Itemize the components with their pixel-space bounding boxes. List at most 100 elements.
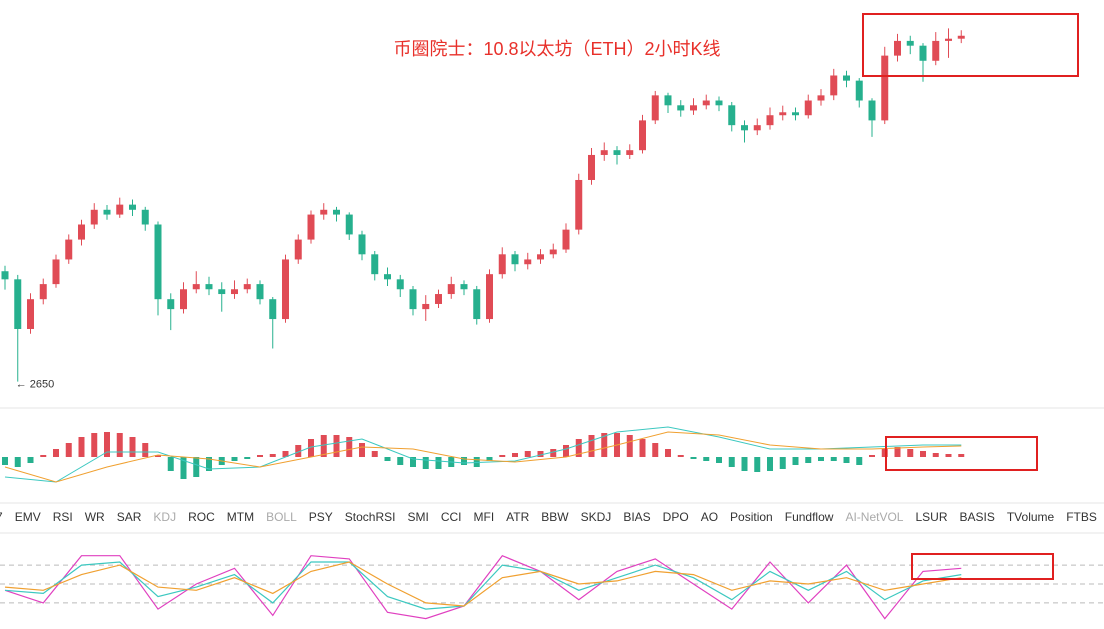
histogram-bar bbox=[958, 454, 965, 457]
candle-body bbox=[154, 224, 162, 300]
histogram-bar bbox=[524, 451, 531, 457]
indicator-tab[interactable]: MFI bbox=[474, 510, 495, 524]
histogram-bar bbox=[295, 445, 302, 457]
candle-body bbox=[945, 38, 952, 41]
indicator-tab[interactable]: BIAS bbox=[623, 510, 650, 524]
candle-body bbox=[39, 284, 47, 300]
candle-body bbox=[537, 254, 544, 260]
candle-body bbox=[868, 100, 876, 121]
histogram-bar bbox=[588, 435, 595, 457]
candle-body bbox=[14, 279, 22, 329]
candle-body bbox=[307, 214, 315, 240]
candle-body bbox=[702, 100, 710, 106]
histogram-bar bbox=[894, 447, 901, 457]
low-annotation: ← 2650 bbox=[16, 379, 55, 391]
indicator-tab[interactable]: MTM bbox=[227, 510, 254, 524]
indicator-tab[interactable]: AO bbox=[701, 510, 718, 524]
candle-body bbox=[715, 100, 723, 106]
indicator-tab[interactable]: RSI bbox=[53, 510, 73, 524]
indicator-tab[interactable]: SKDJ bbox=[581, 510, 612, 524]
indicator-tab[interactable]: LSUR bbox=[915, 510, 947, 524]
histogram-bar bbox=[2, 457, 8, 465]
indicator-tab[interactable]: BASIS bbox=[959, 510, 994, 524]
indicator-tab[interactable]: SMI bbox=[407, 510, 428, 524]
histogram-bar bbox=[818, 457, 824, 461]
indicator-tab[interactable]: BBW bbox=[541, 510, 569, 524]
candle-body bbox=[855, 80, 863, 101]
candle-body bbox=[511, 254, 519, 265]
histogram-bar bbox=[792, 457, 799, 465]
indicator-tab[interactable]: StochRSI bbox=[345, 510, 396, 524]
indicator-tab[interactable]: ROC bbox=[188, 510, 215, 524]
histogram-bar bbox=[639, 439, 646, 457]
histogram-bar bbox=[193, 457, 200, 477]
candle-body bbox=[639, 120, 646, 151]
indicator-tab[interactable]: Fundflow bbox=[785, 510, 834, 524]
candle-body bbox=[728, 105, 736, 126]
histogram-bar bbox=[754, 457, 761, 472]
histogram-bar bbox=[665, 449, 671, 457]
histogram-bar bbox=[575, 439, 582, 457]
indicator-line bbox=[4, 561, 962, 610]
candle-body bbox=[894, 40, 901, 56]
candle-body bbox=[141, 209, 149, 225]
candle-body bbox=[881, 55, 889, 121]
histogram-bar bbox=[830, 457, 837, 461]
candle-body bbox=[78, 224, 85, 240]
candle-body bbox=[205, 284, 213, 290]
indicator-tab[interactable]: SAR bbox=[117, 510, 142, 524]
indicator-tab[interactable]: FTBS bbox=[1066, 510, 1097, 524]
histogram-bar bbox=[397, 457, 404, 465]
candle-body bbox=[447, 284, 455, 295]
histogram-bar bbox=[869, 455, 875, 457]
histogram-bar bbox=[333, 435, 340, 457]
candle-body bbox=[27, 299, 34, 329]
candle-body bbox=[664, 95, 672, 106]
candle-body bbox=[613, 150, 621, 155]
histogram-bar bbox=[690, 457, 697, 459]
candle-body bbox=[282, 259, 289, 320]
indicator-tab[interactable]: AI-NetVOL bbox=[845, 510, 903, 524]
histogram-bar bbox=[244, 457, 251, 459]
indicator-tab[interactable]: DPO bbox=[663, 510, 689, 524]
indicator-tab[interactable]: KDJ bbox=[153, 510, 176, 524]
candle-body bbox=[358, 234, 366, 255]
candle-body bbox=[830, 75, 838, 96]
histogram-bar bbox=[945, 454, 952, 457]
histogram-bar bbox=[767, 457, 773, 471]
histogram-bar bbox=[78, 437, 85, 457]
candle-body bbox=[243, 284, 251, 290]
candle-body bbox=[269, 299, 277, 320]
candle-body bbox=[333, 209, 340, 215]
indicator-tab[interactable]: Position bbox=[730, 510, 773, 524]
indicator-line bbox=[4, 431, 962, 483]
indicator-line bbox=[4, 554, 962, 620]
highlight-box bbox=[885, 436, 1038, 471]
indicator-tab[interactable]: CCI bbox=[441, 510, 462, 524]
candle-body bbox=[167, 299, 175, 310]
candle-body bbox=[906, 40, 914, 46]
indicator-tab[interactable]: EMV bbox=[15, 510, 41, 524]
indicator-tab[interactable]: 7 bbox=[0, 510, 3, 524]
histogram-bar bbox=[14, 457, 21, 467]
candle-body bbox=[371, 254, 379, 275]
indicator-tab[interactable]: PSY bbox=[309, 510, 333, 524]
histogram-bar bbox=[142, 443, 149, 457]
candle-body bbox=[256, 284, 264, 300]
histogram-bar bbox=[104, 432, 110, 457]
indicator-tab[interactable]: BOLL bbox=[266, 510, 297, 524]
chart-title: 币圈院士：10.8以太坊（ETH）2小时K线 bbox=[393, 39, 720, 59]
indicator-tab[interactable]: WR bbox=[85, 510, 105, 524]
histogram-bar bbox=[601, 433, 608, 457]
candle-body bbox=[957, 35, 965, 39]
candle-body bbox=[588, 154, 595, 180]
histogram-bar bbox=[486, 457, 493, 461]
candle-body bbox=[486, 274, 493, 320]
candle-body bbox=[65, 239, 73, 260]
indicator-tab[interactable]: ATR bbox=[506, 510, 529, 524]
indicator-tab[interactable]: TVolume bbox=[1007, 510, 1055, 524]
histogram-bar bbox=[932, 453, 939, 457]
histogram-bar bbox=[881, 449, 888, 457]
candle-body bbox=[409, 289, 417, 310]
histogram-bar bbox=[741, 457, 748, 471]
